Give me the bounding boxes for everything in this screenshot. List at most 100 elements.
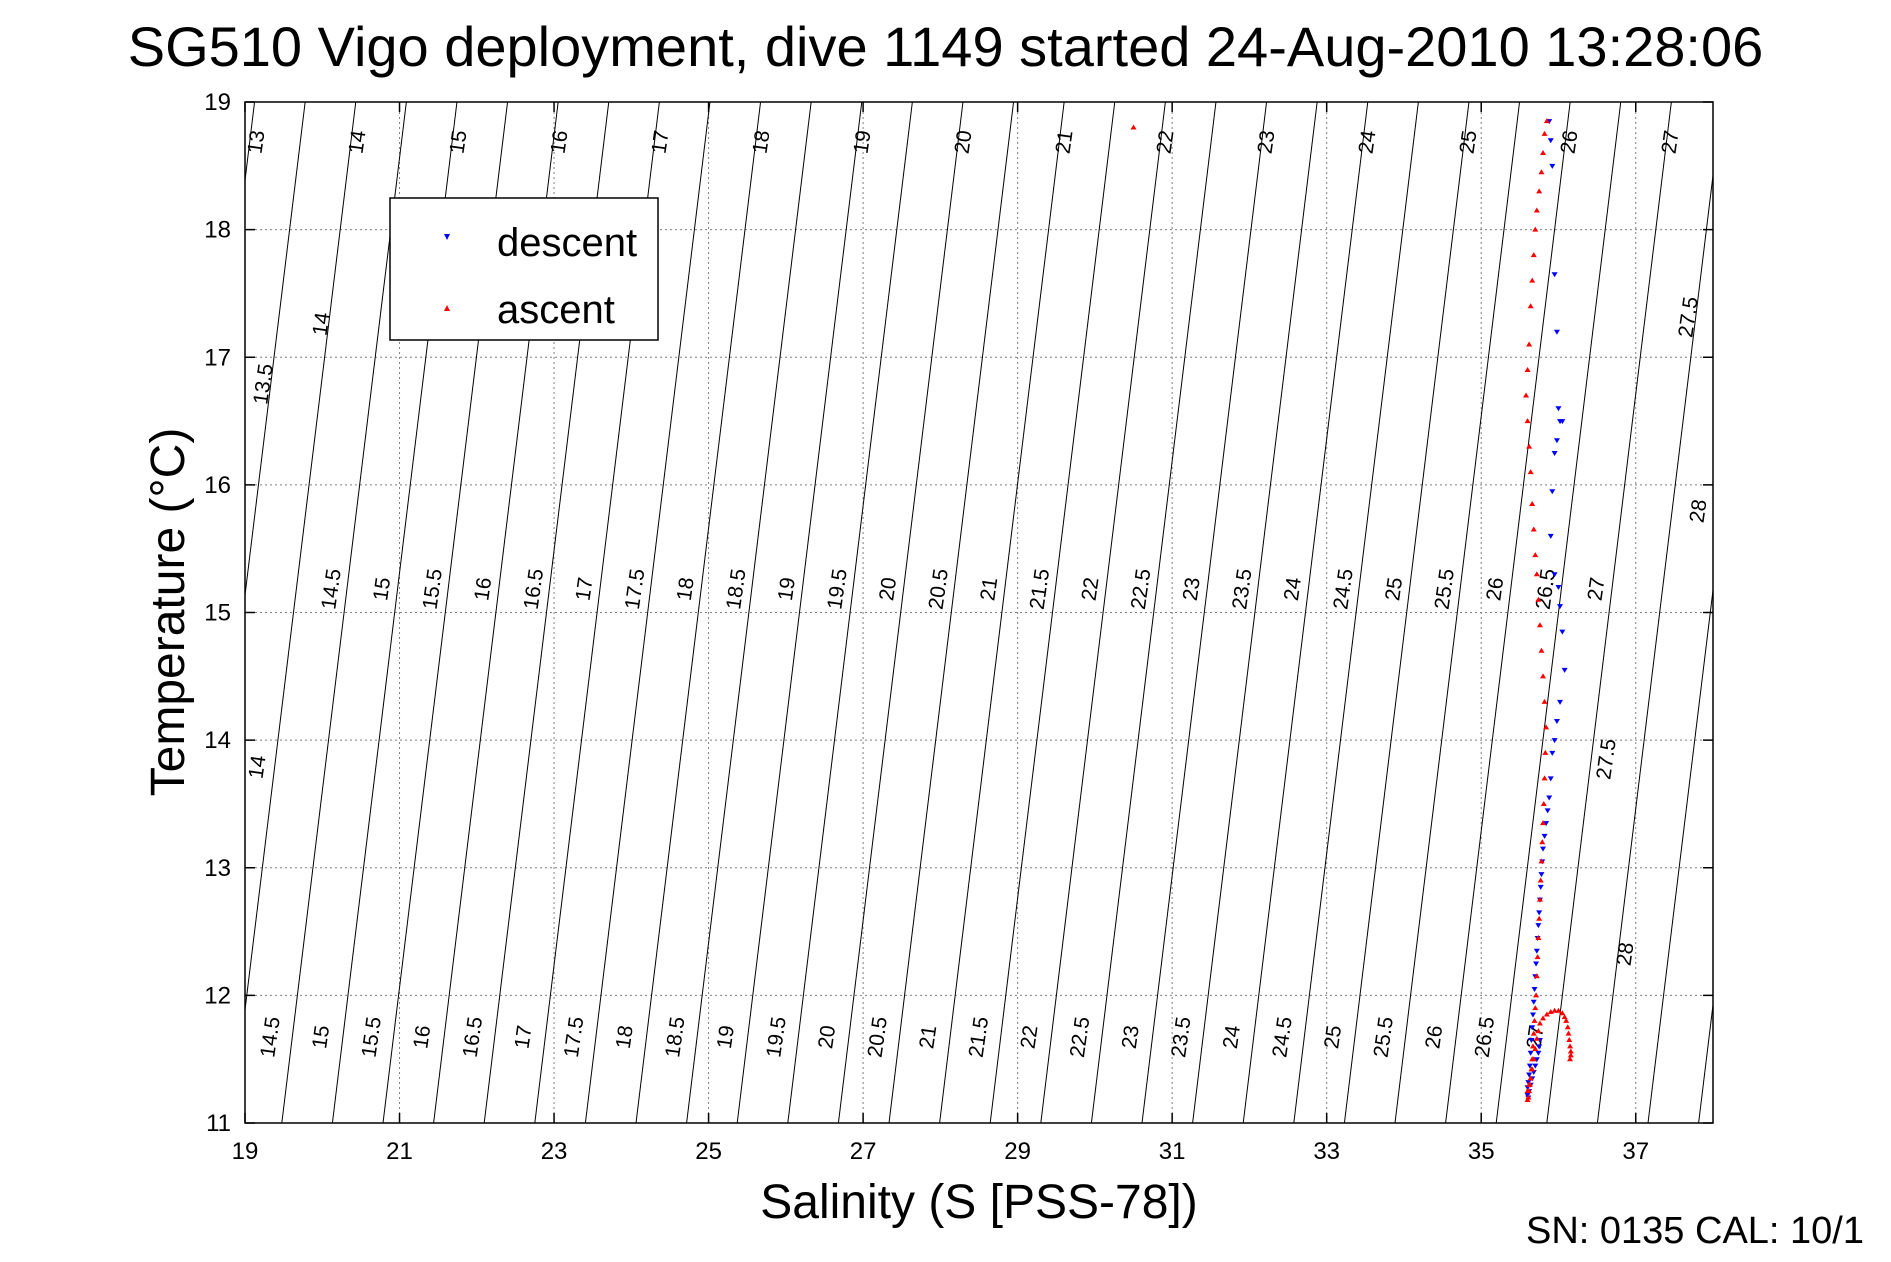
descent-point bbox=[1553, 329, 1560, 335]
isopycnal-label-mid: 18.5 bbox=[722, 567, 750, 611]
isopycnal-label-mid: 23.5 bbox=[1228, 567, 1256, 611]
isopycnal-line bbox=[686, 102, 812, 1123]
ascent-point bbox=[1538, 169, 1545, 175]
isopycnal-label-bottom: 21 bbox=[915, 1024, 941, 1050]
ascent-point bbox=[1536, 622, 1543, 628]
isopycnal-label-bottom: 20 bbox=[814, 1024, 840, 1050]
ascent-point bbox=[1524, 367, 1531, 373]
ascent-point bbox=[1543, 1011, 1550, 1017]
ascent-point bbox=[1533, 207, 1540, 213]
ascent-point bbox=[1526, 341, 1533, 347]
ascent-point bbox=[1529, 501, 1536, 507]
ascent-point bbox=[1538, 858, 1545, 864]
descent-point bbox=[1555, 584, 1562, 590]
descent-point bbox=[1547, 776, 1554, 782]
isopycnal-label-top: 22 bbox=[1153, 129, 1179, 155]
legend-ascent-label: ascent bbox=[497, 288, 615, 332]
ascent-point bbox=[1536, 1020, 1543, 1026]
y-axis-label: Temperature (°C) bbox=[142, 428, 195, 797]
isopycnal-label-top: 19 bbox=[850, 129, 876, 155]
isopycnal-label-mid: 25 bbox=[1381, 576, 1407, 602]
isopycnal-label-mid: 24.5 bbox=[1329, 567, 1357, 611]
ascent-point bbox=[1535, 934, 1542, 940]
isopycnal-line bbox=[1090, 102, 1217, 1123]
isopycnal-label-bottom: 18 bbox=[612, 1024, 638, 1050]
ascent-point bbox=[1540, 800, 1547, 806]
ascent-point bbox=[1532, 226, 1539, 232]
ascent-point bbox=[1567, 1052, 1574, 1058]
isopycnal-label-bottom: 18.5 bbox=[661, 1015, 689, 1059]
ascent-point bbox=[1533, 1035, 1540, 1041]
ascent-point bbox=[1567, 1043, 1574, 1049]
ascent-point bbox=[1561, 1014, 1568, 1020]
ascent-point bbox=[1564, 1024, 1571, 1030]
ascent-point bbox=[1524, 1088, 1531, 1094]
descent-point bbox=[1546, 795, 1553, 801]
x-tick-label: 33 bbox=[1313, 1138, 1340, 1165]
isopycnal-label-bottom: 22.5 bbox=[1066, 1015, 1094, 1059]
isopycnal-label-mid: 23 bbox=[1179, 576, 1205, 602]
descent-point bbox=[1530, 999, 1537, 1005]
isopycnal-line bbox=[1192, 102, 1318, 1123]
ascent-point bbox=[1539, 839, 1546, 845]
isopycnal-line bbox=[787, 102, 913, 1123]
descent-point bbox=[1551, 738, 1558, 744]
isopycnal-label-left: 14 bbox=[309, 311, 335, 338]
legend-box bbox=[389, 197, 659, 341]
descent-point bbox=[1528, 1038, 1535, 1044]
isopycnal-label-mid: 18 bbox=[673, 576, 699, 602]
isopycnal-label-top: 23 bbox=[1254, 129, 1280, 155]
ascent-point bbox=[1532, 1045, 1539, 1051]
isopycnal-label-mid: 16 bbox=[470, 576, 496, 602]
isopycnal-line bbox=[1596, 171, 1713, 1123]
isopycnal-label-mid: 17.5 bbox=[621, 567, 649, 611]
ascent-point bbox=[1529, 277, 1536, 283]
isopycnal-label-mid: 27 bbox=[1584, 576, 1610, 602]
isopycnal-label-mid: 19.5 bbox=[823, 567, 851, 611]
descent-point bbox=[1557, 699, 1564, 705]
isopycnal-line bbox=[1546, 102, 1672, 1123]
y-tick-label: 15 bbox=[204, 600, 231, 627]
x-tick-label: 21 bbox=[386, 1138, 413, 1165]
descent-point bbox=[1533, 961, 1540, 967]
isopycnal-label-bottom: 26 bbox=[1421, 1024, 1447, 1050]
data-points bbox=[1130, 118, 1574, 1103]
isopycnal-label-bottom: 17.5 bbox=[560, 1015, 588, 1059]
isopycnal-label-mid: 15.5 bbox=[419, 567, 447, 611]
ascent-point bbox=[1555, 1007, 1562, 1013]
isopycnal-label-mid: 20 bbox=[875, 576, 901, 602]
x-tick-label: 25 bbox=[695, 1138, 722, 1165]
ascent-point bbox=[1530, 1056, 1537, 1062]
ascent-point bbox=[1541, 130, 1548, 136]
descent-point bbox=[1533, 948, 1540, 954]
descent-point bbox=[1535, 923, 1542, 929]
y-tick-label: 11 bbox=[206, 1110, 231, 1137]
isopycnal-label-top: 24 bbox=[1355, 129, 1381, 156]
ascent-point bbox=[1567, 1048, 1574, 1054]
isopycnal-label-bottom: 23 bbox=[1118, 1024, 1144, 1050]
isopycnal-label-bottom: 15 bbox=[308, 1024, 334, 1050]
ascent-point bbox=[1541, 775, 1548, 781]
isopycnal-label-top: 16 bbox=[547, 129, 573, 155]
isopycnal-label-bottom: 19 bbox=[713, 1024, 739, 1050]
ascent-point bbox=[1523, 392, 1530, 398]
isopycnal-line bbox=[245, 102, 306, 600]
isopycnal-label-mid: 15 bbox=[369, 576, 395, 602]
legend-descent-label: descent bbox=[497, 221, 637, 265]
isopycnal-label-mid: 25.5 bbox=[1431, 567, 1459, 611]
isopycnal-line bbox=[1141, 102, 1268, 1123]
descent-point bbox=[1544, 808, 1551, 814]
isopycnal-line bbox=[0, 102, 103, 1123]
x-tick-label: 31 bbox=[1159, 1138, 1186, 1165]
isopycnal-label-mid: 14.5 bbox=[317, 567, 345, 611]
legend-ascent-marker bbox=[444, 305, 450, 311]
isopycnal-label-bottom: 16 bbox=[409, 1024, 435, 1050]
isopycnal-label-top: 27 bbox=[1658, 129, 1684, 155]
isopycnal-label-bottom: 24.5 bbox=[1268, 1015, 1296, 1059]
ascent-point bbox=[1540, 150, 1547, 156]
isopycnal-label-mid: 16.5 bbox=[520, 567, 548, 611]
isopycnal-line bbox=[1343, 102, 1470, 1123]
isopycnal-label-bottom: 19.5 bbox=[762, 1015, 790, 1059]
isopycnal-label-right: 27.5 bbox=[1674, 295, 1702, 339]
